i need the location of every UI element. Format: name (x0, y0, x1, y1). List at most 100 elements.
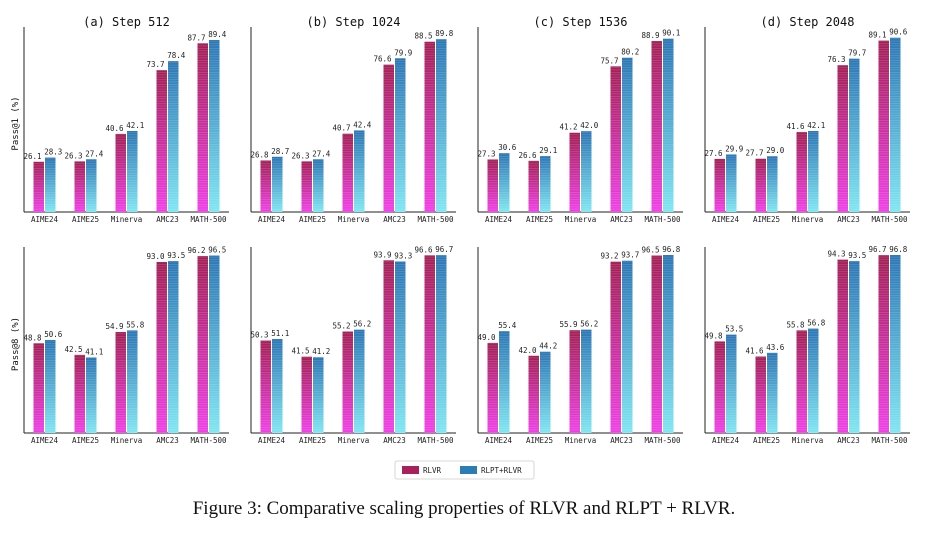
bar-texture (313, 159, 324, 212)
legend-swatch-rlvr (402, 466, 419, 474)
value-label: 76.3 (827, 55, 845, 64)
x-tick-label: MATH-500 (190, 436, 227, 445)
bar-texture (168, 61, 179, 212)
value-label: 28.3 (44, 148, 62, 157)
value-label: 49.0 (477, 333, 496, 342)
value-label: 89.1 (868, 31, 886, 40)
bar-texture (354, 329, 365, 433)
value-label: 93.2 (600, 252, 618, 261)
bar-texture (260, 340, 271, 433)
x-tick-label: Minerva (338, 436, 370, 445)
bar-texture (272, 339, 283, 433)
value-label: 55.4 (498, 321, 517, 330)
bar-texture (581, 131, 592, 212)
value-label: 93.0 (146, 252, 165, 261)
value-label: 41.6 (745, 347, 764, 356)
panel-1: (a) Step 512 Pass@1 (%) AIME24 26.1 28.3 AIME… (11, 15, 229, 224)
bar-texture (499, 331, 510, 433)
x-tick-label: AIME24 (712, 215, 740, 224)
value-label: 55.8 (126, 320, 145, 329)
x-tick-label: AIME24 (31, 215, 59, 224)
bar-texture (569, 132, 580, 212)
bar-texture (168, 261, 179, 433)
x-tick-label: AMC23 (610, 215, 633, 224)
x-tick-label: Minerva (565, 215, 597, 224)
bar-texture (837, 259, 848, 433)
x-tick-label: AIME25 (299, 215, 326, 224)
value-label: 96.8 (889, 245, 908, 254)
bar-texture (487, 342, 498, 433)
x-tick-label: AMC23 (837, 215, 860, 224)
panel-7: AIME24 49.055.4 AIME25 42.0 44.2 Minerva 55.9 5… (477, 245, 683, 445)
value-label: 44.2 (539, 342, 557, 351)
value-label: 93.7 (621, 251, 639, 260)
bar-texture (528, 355, 539, 433)
value-label: 73.7 (146, 60, 164, 69)
x-tick-label: Minerva (338, 215, 370, 224)
value-label: 41.5 (291, 347, 309, 356)
x-tick-label: MATH-500 (871, 436, 908, 445)
value-label: 55.2 (332, 321, 350, 330)
value-label: 26.3 (291, 151, 309, 160)
value-label: 41.6 (786, 122, 805, 131)
value-label: 90.6 (889, 28, 908, 37)
x-tick-label: AIME24 (485, 215, 513, 224)
x-tick-label: MATH-500 (871, 215, 908, 224)
bar-texture (528, 160, 539, 212)
value-label: 26.6 (518, 151, 537, 160)
bar-texture (342, 133, 353, 212)
x-tick-label: AIME25 (72, 215, 99, 224)
value-label: 42.1 (807, 121, 825, 130)
x-tick-label: Minerva (111, 215, 143, 224)
bar-texture (197, 43, 208, 212)
bar-texture (260, 160, 271, 212)
bar-texture (581, 329, 592, 433)
x-tick-label: AMC23 (837, 436, 860, 445)
value-label: 93.5 (167, 251, 185, 260)
bar-texture (395, 261, 406, 433)
value-label: 93.3 (394, 251, 412, 260)
x-tick-label: AMC23 (383, 436, 406, 445)
bar-texture (849, 58, 860, 213)
bar-texture (383, 64, 394, 212)
bar-texture (755, 356, 766, 433)
bar-texture (383, 260, 394, 433)
value-label: 30.6 (498, 143, 517, 152)
legend: RLVR RLPT+RLVR (394, 460, 535, 480)
value-label: 53.5 (725, 325, 743, 334)
bar-texture (301, 161, 312, 212)
x-tick-label: AIME24 (258, 215, 286, 224)
bar-texture (127, 330, 138, 433)
value-label: 50.6 (44, 330, 63, 339)
x-tick-label: AIME24 (712, 436, 740, 445)
bar-texture (714, 341, 725, 433)
value-label: 51.1 (271, 329, 289, 338)
bar-texture (424, 41, 435, 212)
bar-texture (767, 352, 778, 433)
value-label: 42.0 (580, 121, 599, 130)
value-label: 96.2 (187, 246, 205, 255)
figure-caption: Figure 3: Comparative scaling properties… (192, 498, 736, 519)
x-tick-label: MATH-500 (644, 436, 681, 445)
value-label: 94.3 (827, 250, 845, 259)
panel-6: AIME24 50.3 51.1 AIME25 41.5 41.2 Minerva 55.2 5… (250, 245, 456, 445)
bar-texture (808, 131, 819, 212)
value-label: 40.7 (332, 124, 350, 133)
value-label: 27.6 (704, 149, 723, 158)
value-label: 50.3 (250, 331, 268, 340)
bar-texture (354, 130, 365, 212)
bar-texture (209, 40, 220, 213)
bar-texture (424, 255, 435, 433)
bar-texture (569, 330, 580, 433)
bar-texture (540, 351, 551, 433)
bar-texture (115, 133, 126, 212)
bar-texture (499, 153, 510, 212)
value-label: 96.5 (641, 246, 659, 255)
x-tick-label: AIME25 (753, 436, 780, 445)
bar-texture (487, 159, 498, 212)
bar-texture (808, 328, 819, 433)
value-label: 89.8 (435, 29, 454, 38)
value-label: 42.0 (518, 346, 537, 355)
value-label: 96.7 (868, 245, 886, 254)
bar-texture (272, 156, 283, 212)
